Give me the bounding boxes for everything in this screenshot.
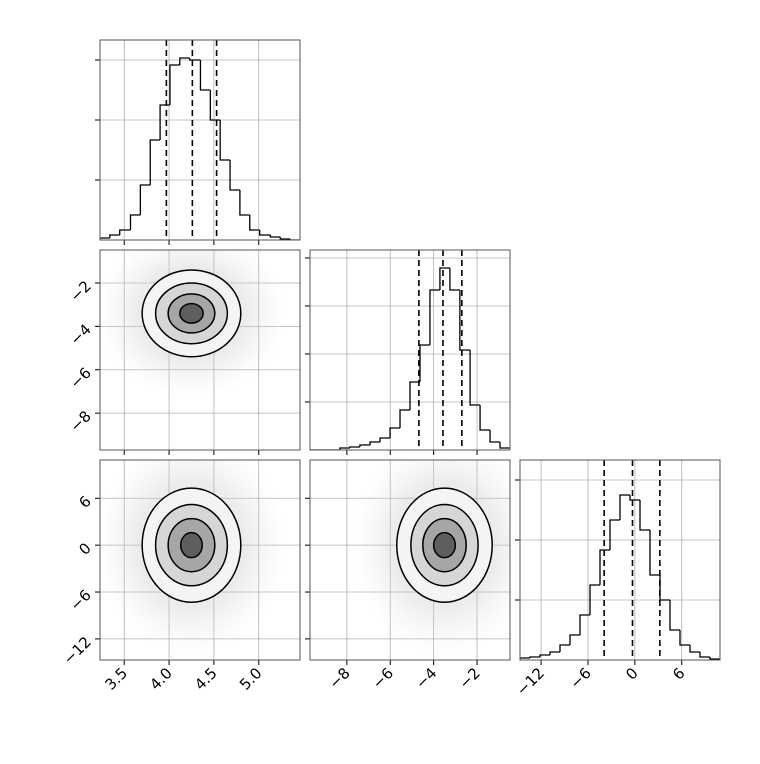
panel bbox=[520, 460, 720, 660]
histogram-step bbox=[629, 495, 640, 501]
histogram-step bbox=[499, 442, 510, 449]
histogram-step bbox=[258, 230, 271, 236]
y-tick-label: −8 bbox=[66, 407, 94, 435]
histogram-step bbox=[129, 214, 141, 230]
histogram-step bbox=[559, 644, 570, 652]
histogram-step bbox=[659, 575, 670, 601]
panel bbox=[100, 250, 300, 450]
histogram-step bbox=[619, 494, 630, 520]
histogram-step bbox=[529, 656, 540, 658]
panel bbox=[310, 460, 510, 660]
x-tick-label: 5.0 bbox=[236, 664, 266, 694]
histogram-step bbox=[399, 409, 410, 428]
histogram-step bbox=[249, 215, 260, 231]
histogram-step bbox=[369, 441, 381, 445]
histogram-step bbox=[289, 239, 300, 240]
histogram-step bbox=[539, 654, 550, 657]
y-tick-label: −2 bbox=[66, 277, 94, 305]
histogram-step bbox=[149, 139, 161, 185]
panel-frame bbox=[309, 249, 511, 451]
histogram-step bbox=[579, 614, 590, 635]
x-tick-label: 3.5 bbox=[101, 664, 131, 694]
contour bbox=[179, 531, 203, 559]
panel-frame bbox=[309, 459, 511, 661]
histogram-step bbox=[599, 549, 610, 585]
histogram-step bbox=[339, 447, 350, 450]
histogram-step bbox=[449, 268, 460, 291]
histogram-step bbox=[709, 657, 720, 660]
panel bbox=[310, 250, 510, 450]
histogram-step bbox=[169, 64, 180, 105]
histogram-step bbox=[159, 104, 170, 140]
panel bbox=[100, 40, 300, 240]
histogram-step bbox=[669, 600, 680, 631]
histogram-step bbox=[189, 58, 201, 61]
histogram-step bbox=[429, 289, 440, 345]
histogram-step bbox=[439, 267, 450, 290]
panel-frame bbox=[99, 459, 301, 661]
histogram-step bbox=[679, 630, 690, 646]
panel-frame bbox=[519, 459, 721, 661]
histogram-step bbox=[179, 57, 190, 65]
histogram-step bbox=[389, 427, 401, 438]
panel bbox=[100, 460, 300, 660]
histogram-step bbox=[589, 584, 600, 615]
y-tick-label: 6 bbox=[75, 492, 94, 511]
histogram-step bbox=[100, 237, 110, 240]
y-tick-label: −6 bbox=[66, 364, 94, 392]
histogram-step bbox=[359, 444, 371, 447]
histogram-step bbox=[199, 60, 211, 91]
contour bbox=[432, 531, 457, 559]
histogram-step bbox=[279, 237, 291, 240]
histogram-step bbox=[419, 344, 430, 382]
x-tick-label: −12 bbox=[513, 664, 548, 699]
contour bbox=[179, 302, 204, 324]
x-tick-label: 6 bbox=[669, 664, 688, 683]
histogram-step bbox=[569, 634, 580, 645]
histogram-step bbox=[269, 235, 281, 238]
histogram-step bbox=[219, 120, 231, 161]
histogram-step bbox=[139, 184, 151, 215]
x-tick-label: −2 bbox=[455, 664, 483, 692]
x-tick-label: 4.0 bbox=[146, 664, 176, 694]
histogram-step bbox=[489, 430, 501, 443]
panel-frame bbox=[99, 39, 301, 241]
x-tick-label: −6 bbox=[369, 664, 397, 692]
y-tick-label: −4 bbox=[66, 320, 94, 348]
histogram-step bbox=[119, 229, 131, 235]
histogram-step bbox=[459, 290, 471, 351]
histogram-step bbox=[639, 500, 650, 531]
histogram-step bbox=[609, 519, 620, 550]
histogram-step bbox=[109, 234, 120, 238]
histogram-step bbox=[520, 657, 530, 660]
histogram-step bbox=[649, 530, 660, 576]
histogram-step bbox=[689, 645, 700, 653]
x-tick-label: −4 bbox=[412, 664, 440, 692]
x-tick-label: 0 bbox=[622, 664, 641, 683]
x-tick-label: −8 bbox=[325, 664, 353, 692]
histogram-step bbox=[209, 90, 221, 121]
histogram-step bbox=[549, 651, 560, 655]
histogram-step bbox=[699, 652, 710, 658]
histogram-step bbox=[379, 437, 391, 442]
histogram-step bbox=[349, 446, 360, 448]
histogram-step bbox=[239, 190, 250, 216]
y-tick-label: −6 bbox=[66, 586, 94, 614]
x-tick-label: 4.5 bbox=[191, 664, 221, 694]
histogram-step bbox=[479, 405, 491, 431]
histogram-step bbox=[469, 350, 481, 406]
y-tick-label: 0 bbox=[75, 539, 94, 558]
y-tick-label: −12 bbox=[60, 633, 95, 668]
x-tick-label: −6 bbox=[566, 664, 594, 692]
histogram-step bbox=[409, 381, 420, 410]
panel-frame bbox=[99, 249, 301, 451]
histogram-step bbox=[229, 160, 240, 191]
